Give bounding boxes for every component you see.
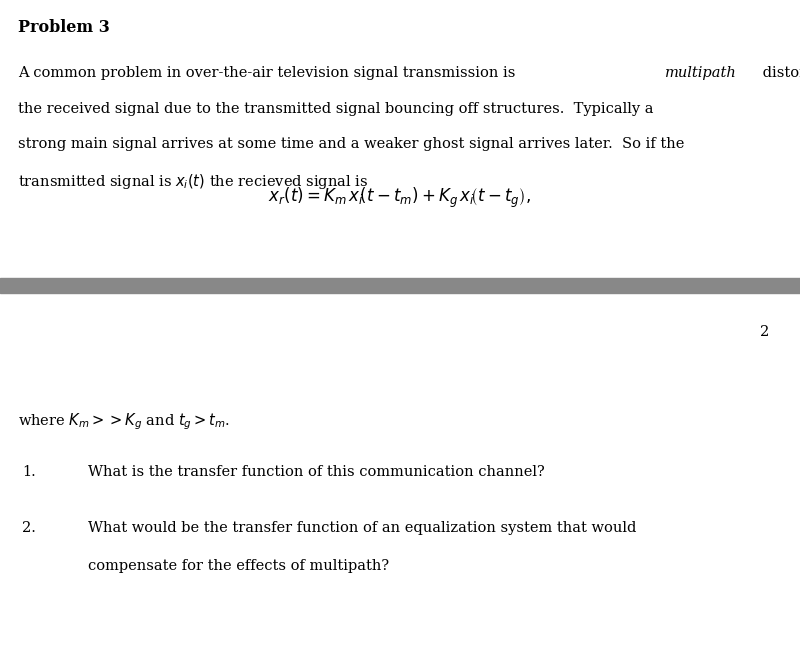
Text: compensate for the effects of multipath?: compensate for the effects of multipath? (88, 559, 389, 573)
Text: strong main signal arrives at some time and a weaker ghost signal arrives later.: strong main signal arrives at some time … (18, 137, 684, 151)
Text: distortion of: distortion of (758, 66, 800, 80)
Text: transmitted signal is $x_i(t)$ the recieved signal is: transmitted signal is $x_i(t)$ the recie… (18, 172, 368, 191)
Text: What is the transfer function of this communication channel?: What is the transfer function of this co… (88, 465, 545, 479)
Text: the received signal due to the transmitted signal bouncing off structures.  Typi: the received signal due to the transmitt… (18, 102, 653, 116)
Bar (0, 278, 800, 293)
Text: $x_r(t)= K_m\, x_i\!\left(t-t_m\right)+K_g\, x_i\!\left(t-t_g\right),$: $x_r(t)= K_m\, x_i\!\left(t-t_m\right)+K… (268, 186, 532, 210)
Text: 1.: 1. (22, 465, 36, 479)
Text: 2.: 2. (22, 521, 36, 535)
Text: 2: 2 (760, 325, 770, 339)
Text: Problem 3: Problem 3 (18, 19, 110, 36)
Text: What would be the transfer function of an equalization system that would: What would be the transfer function of a… (88, 521, 636, 535)
Text: A common problem in over-the-air television signal transmission is: A common problem in over-the-air televis… (18, 66, 520, 80)
Text: where $K_m >>K_g$ and $t_g>t_m$.: where $K_m >>K_g$ and $t_g>t_m$. (18, 412, 230, 432)
Text: multipath: multipath (666, 66, 737, 80)
